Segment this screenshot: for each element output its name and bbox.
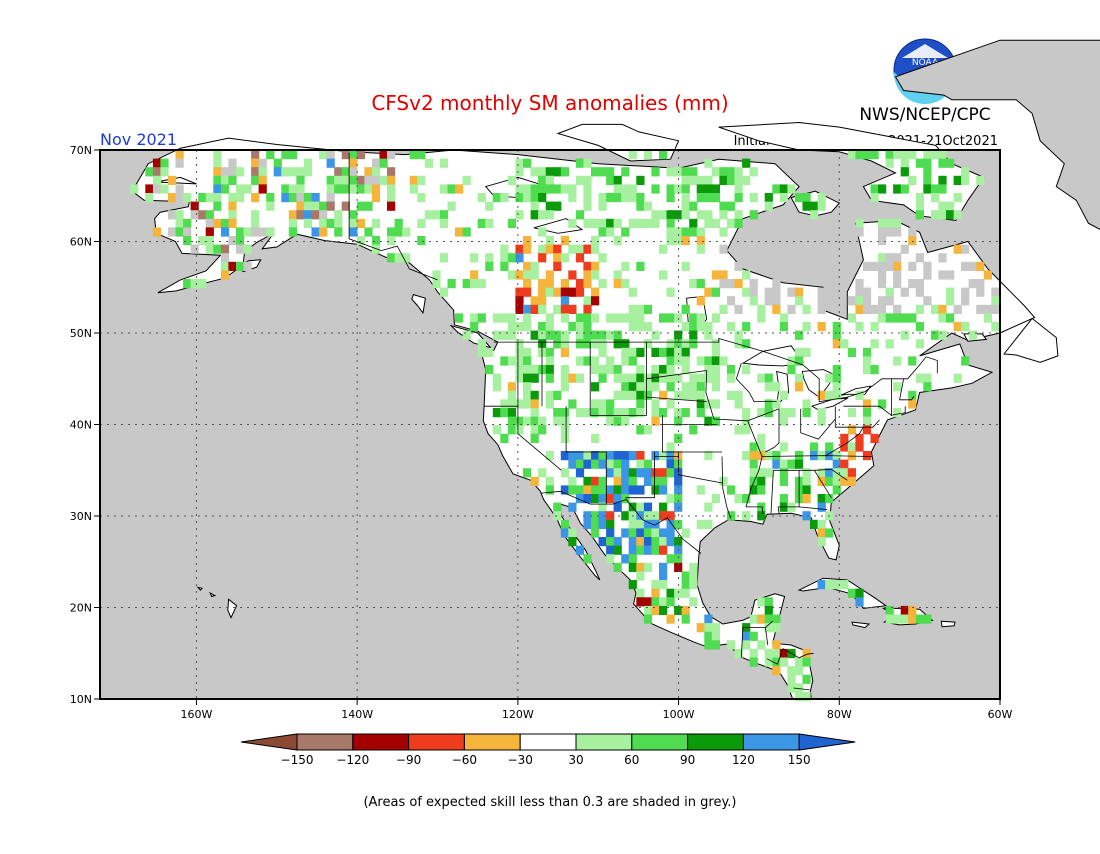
colorbar-segment (576, 734, 632, 750)
colorbar-label: 90 (680, 753, 695, 767)
forecast-month: Nov 2021 (100, 130, 177, 149)
colorbar-label: −90 (396, 753, 421, 767)
chart-title: CFSv2 monthly SM anomalies (mm) (371, 91, 728, 115)
colorbar: −150 −120 −90 −60 −30 30 60 90 120 150 (241, 734, 855, 767)
colorbar-label: 120 (732, 753, 755, 767)
colorbar-segment (520, 734, 576, 750)
lon-tick-label: 160W (180, 708, 212, 721)
lon-tick-label: 80W (827, 708, 852, 721)
colorbar-high-arrow (799, 734, 855, 750)
colorbar-segment (464, 734, 520, 750)
colorbar-segment (353, 734, 409, 750)
colorbar-segment (297, 734, 353, 750)
colorbar-segment (688, 734, 744, 750)
lat-tick-label: 20N (70, 602, 92, 615)
skill-footnote: (Areas of expected skill less than 0.3 a… (363, 795, 736, 810)
colorbar-segment (743, 734, 799, 750)
colorbar-label: 150 (788, 753, 811, 767)
colorbar-label: 30 (568, 753, 583, 767)
agency-label: NWS/NCEP/CPC (859, 105, 990, 125)
lat-tick-label: 60N (70, 236, 92, 249)
lat-tick-label: 70N (70, 144, 92, 157)
lon-tick-label: 60W (988, 708, 1013, 721)
lon-tick-label: 140W (341, 708, 373, 721)
lat-tick-label: 10N (70, 693, 92, 706)
colorbar-label: 60 (624, 753, 639, 767)
colorbar-label: −30 (508, 753, 533, 767)
lat-tick-label: 40N (70, 419, 92, 432)
colorbar-label: −150 (281, 753, 314, 767)
colorbar-label: −60 (452, 753, 477, 767)
colorbar-segment (632, 734, 688, 750)
colorbar-segment (409, 734, 465, 750)
lon-tick-label: 100W (663, 708, 695, 721)
lon-tick-label: 120W (502, 708, 534, 721)
lat-tick-label: 30N (70, 510, 92, 523)
colorbar-label: −120 (336, 753, 369, 767)
colorbar-low-arrow (241, 734, 297, 750)
lat-tick-label: 50N (70, 327, 92, 340)
